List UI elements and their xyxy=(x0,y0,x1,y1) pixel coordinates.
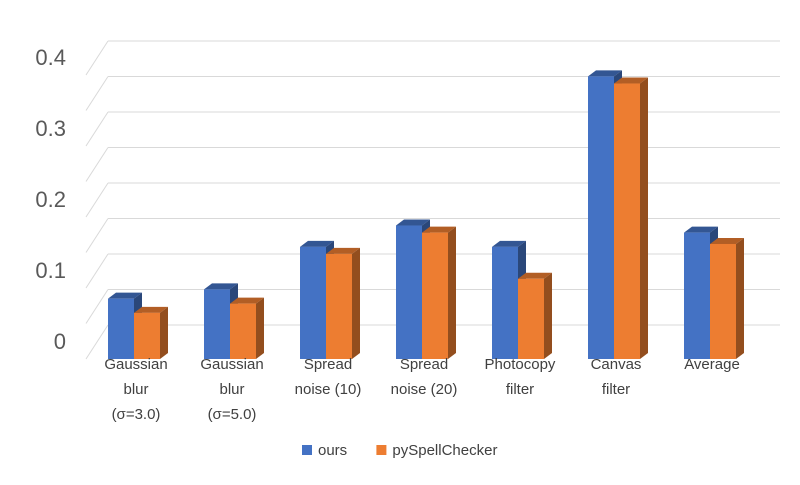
x-tick-label-line: blur xyxy=(123,381,148,398)
gridline-diagonal xyxy=(85,182,109,218)
bar-front-face xyxy=(134,312,160,359)
x-tick-label: Gaussian blur (σ=3.0) xyxy=(104,356,167,423)
x-tick-label-line: noise (10) xyxy=(295,381,362,398)
x-tick-label-line: Gaussian xyxy=(104,356,167,373)
x-tick-label-line: Photocopy xyxy=(485,356,556,373)
bars xyxy=(108,70,744,360)
x-axis-category-labels: Gaussian blur (σ=3.0) Gaussian blur (σ=5.0) Sp… xyxy=(104,356,739,423)
gridline-diagonal xyxy=(85,289,109,324)
gridline-diagonal xyxy=(85,324,109,360)
bar-top-face xyxy=(204,283,238,290)
x-tick-label-line: Average xyxy=(684,356,740,373)
bar-front-face xyxy=(518,278,544,359)
y-tick-label: 0.2 xyxy=(35,187,66,212)
x-tick-label-line: (σ=5.0) xyxy=(208,406,257,423)
y-tick-label: 0 xyxy=(54,329,66,354)
bar-top-face xyxy=(108,292,142,299)
y-axis-tick-labels: 0 0.1 0.2 0.3 0.4 xyxy=(35,45,66,354)
bar-side-face xyxy=(160,306,168,359)
bar-front-face xyxy=(614,83,640,360)
x-tick-label-line: Spread xyxy=(400,356,448,373)
x-tick-label: Photocopy filter xyxy=(485,356,556,398)
gridline-diagonal xyxy=(85,111,109,147)
bar-side-face xyxy=(256,297,264,359)
x-tick-label: Gaussian blur (σ=5.0) xyxy=(200,356,263,423)
bar-front-face xyxy=(108,298,134,359)
bar-pyspellchecker-1 xyxy=(230,297,264,359)
legend-label: ours xyxy=(318,442,347,459)
bar-ours-4 xyxy=(492,240,526,359)
bar-front-face xyxy=(204,289,230,359)
x-tick-label-line: Spread xyxy=(304,356,352,373)
legend-label: pySpellChecker xyxy=(392,442,497,459)
gridline-diagonal xyxy=(85,40,109,76)
bar-front-face xyxy=(396,225,422,359)
bar-pyspellchecker-4 xyxy=(518,272,552,359)
bar-front-face xyxy=(300,246,326,359)
bar-pyspellchecker-0 xyxy=(134,306,168,359)
bar-front-face xyxy=(422,232,448,359)
bar-top-face xyxy=(230,297,264,304)
x-tick-label-line: (σ=3.0) xyxy=(112,406,161,423)
bar-top-face xyxy=(396,219,430,226)
legend-item-pyspellchecker: pySpellChecker xyxy=(376,442,497,459)
legend-item-ours: ours xyxy=(302,442,347,459)
y-tick-label: 0.4 xyxy=(35,45,66,70)
legend: ours pySpellChecker xyxy=(302,442,497,459)
bar-pyspellchecker-6 xyxy=(710,237,744,359)
x-tick-label-line: Canvas xyxy=(591,356,642,373)
x-tick-label: Average xyxy=(684,356,740,373)
bar-front-face xyxy=(230,303,256,359)
x-tick-label-line: noise (20) xyxy=(391,381,458,398)
bar-front-face xyxy=(588,76,614,360)
bar-front-face xyxy=(710,243,736,359)
bar-top-face xyxy=(422,226,456,233)
bar-top-face xyxy=(326,247,360,254)
gridline-diagonal xyxy=(85,218,109,253)
bar-side-face xyxy=(544,272,552,359)
bar-top-face xyxy=(300,240,334,247)
x-tick-label-line: filter xyxy=(506,381,534,398)
x-tick-label-line: filter xyxy=(602,381,630,398)
bar-front-face xyxy=(326,253,352,359)
bar-pyspellchecker-3 xyxy=(422,226,456,359)
legend-swatch xyxy=(302,445,312,455)
bar-top-face xyxy=(614,77,648,84)
bar-top-face xyxy=(684,226,718,233)
bar-top-face xyxy=(492,240,526,247)
bar-side-face xyxy=(736,237,744,359)
x-tick-label: Canvas filter xyxy=(591,356,642,398)
y-tick-label: 0.3 xyxy=(35,116,66,141)
x-tick-label-line: Gaussian xyxy=(200,356,263,373)
legend-swatch xyxy=(376,445,387,455)
bar-top-face xyxy=(134,306,168,313)
x-tick-label-line: blur xyxy=(219,381,244,398)
bar-side-face xyxy=(448,226,456,359)
bar-front-face xyxy=(492,246,518,359)
bar-front-face xyxy=(684,232,710,359)
gridline-diagonal xyxy=(85,147,109,182)
bar-side-face xyxy=(352,247,360,359)
bar-top-face xyxy=(588,70,622,77)
bar-top-face xyxy=(518,272,552,279)
x-tick-label: Spread noise (20) xyxy=(391,356,458,398)
bar-side-face xyxy=(640,77,648,360)
y-tick-label: 0.1 xyxy=(35,258,66,283)
gridline-diagonal xyxy=(85,253,109,289)
bar-pyspellchecker-5 xyxy=(614,77,648,360)
bar-pyspellchecker-2 xyxy=(326,247,360,359)
x-tick-label: Spread noise (10) xyxy=(295,356,362,398)
bar-top-face xyxy=(710,237,744,244)
gridline-diagonal xyxy=(85,76,109,111)
